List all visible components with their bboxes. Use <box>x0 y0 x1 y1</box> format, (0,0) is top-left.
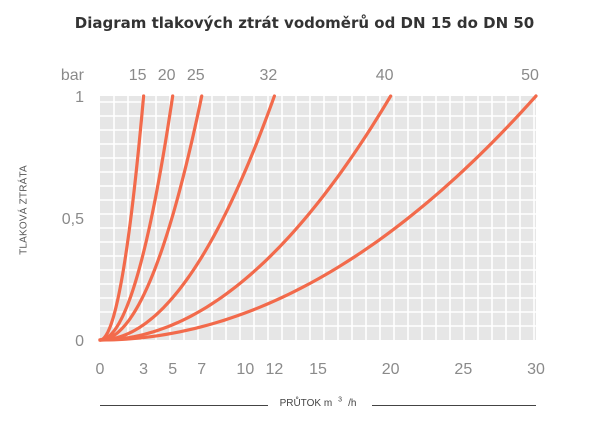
chart-title: Diagram tlakových ztrát vodoměrů od DN 1… <box>74 14 535 32</box>
x-axis-label: PRŮTOK m 3/h <box>100 397 536 410</box>
series-label-dn40: 40 <box>376 67 394 84</box>
x-axis-label-rule-left <box>100 405 268 406</box>
x-tick-label: 20 <box>382 361 400 378</box>
x-tick-label: 15 <box>309 361 327 378</box>
y-tick-label: 1 <box>75 89 84 106</box>
series-line-dn25 <box>98 94 204 342</box>
series-label-dn15: 15 <box>129 67 147 84</box>
series-label-dn32: 32 <box>260 67 278 84</box>
series-label-dn50: 50 <box>521 67 539 84</box>
x-tick-label: 25 <box>454 361 472 378</box>
y-unit-label: bar <box>61 67 85 84</box>
x-tick-label: 0 <box>96 361 105 378</box>
x-axis-label-wrap: PRŮTOK m 3/h <box>100 397 536 413</box>
x-axis-label-rule-right <box>372 405 536 406</box>
series-line-dn20 <box>98 94 175 342</box>
x-tick-label: 3 <box>139 361 148 378</box>
series-label-dn25: 25 <box>187 67 205 84</box>
y-tick-label: 0 <box>75 333 84 350</box>
x-tick-label: 12 <box>266 361 284 378</box>
series-line-dn15 <box>98 94 146 342</box>
series-line-dn40 <box>98 94 393 342</box>
x-tick-label: 7 <box>197 361 206 378</box>
x-tick-label: 10 <box>236 361 254 378</box>
x-tick-label: 30 <box>527 361 545 378</box>
x-tick-label: 5 <box>168 361 177 378</box>
series-line-dn32 <box>98 94 276 342</box>
y-tick-label: 0,5 <box>62 211 84 228</box>
series-line-dn50 <box>98 94 538 342</box>
series-label-dn20: 20 <box>158 67 176 84</box>
